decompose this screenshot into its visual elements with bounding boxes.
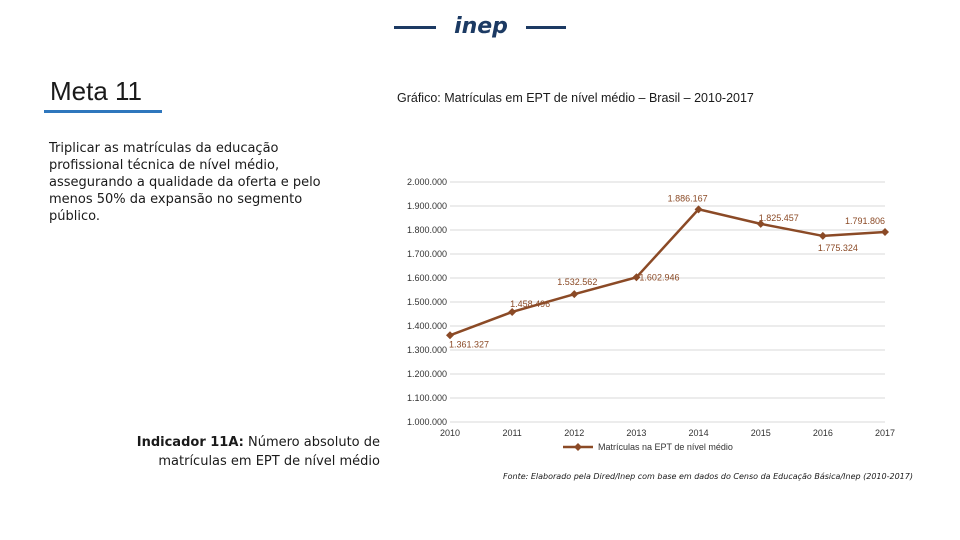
data-point-marker [881,227,889,236]
data-point-marker [632,273,641,282]
data-point-marker [694,205,703,214]
data-label: 1.361.327 [449,339,489,349]
logo-line-right [526,26,566,29]
x-tick-label: 2014 [689,428,709,438]
data-point-marker [446,331,454,340]
data-label: 1.886.167 [668,193,708,203]
y-tick-label: 1.300.000 [407,345,447,355]
legend-label: Matrículas na EPT de nível médio [598,442,733,452]
y-tick-label: 1.600.000 [407,273,447,283]
y-tick-label: 1.500.000 [407,297,447,307]
x-tick-label: 2010 [440,428,460,438]
y-tick-label: 1.400.000 [407,321,447,331]
source-note: Fonte: Elaborado pela Dired/Inep com bas… [503,472,913,481]
x-tick-label: 2016 [813,428,833,438]
y-tick-label: 1.200.000 [407,369,447,379]
y-tick-label: 1.800.000 [407,225,447,235]
indicator-label: Indicador 11A: [136,435,244,450]
data-point-marker [570,290,579,299]
data-point-marker [756,219,765,228]
meta-description: Triplicar as matrículas da educação prof… [49,141,321,224]
logo-line-left [394,26,436,29]
inep-logo: inep [394,14,566,40]
y-tick-label: 1.900.000 [407,201,447,211]
enrollment-line-chart: 1.000.000 1.100.000 1.200.000 1.300.000 1.40… [407,177,895,452]
meta-title-underline [44,110,162,113]
data-label: 1.458.496 [510,299,550,309]
x-tick-label: 2017 [875,428,895,438]
legend-marker [574,443,582,451]
y-tick-label: 1.000.000 [407,417,447,427]
x-tick-label: 2013 [626,428,646,438]
indicator-text: Indicador 11A: Número absoluto de matríc… [120,433,380,471]
y-tick-label: 2.000.000 [407,177,447,187]
data-label: 1.532.562 [557,277,597,287]
data-label: 1.602.946 [639,272,679,282]
logo-text: inep [454,14,508,39]
data-point-marker [818,231,827,240]
x-tick-label: 2012 [564,428,584,438]
data-point-marker [508,307,517,316]
x-tick-label: 2015 [751,428,771,438]
chart-title: Gráfico: Matrículas em EPT de nível médi… [397,91,754,105]
series-line [449,207,886,337]
meta-title: Meta 11 [50,76,143,106]
data-label: 1.775.324 [818,243,858,253]
indicator-description: Número absoluto de matrículas em EPT de … [158,435,380,469]
data-label: 1.825.457 [759,213,799,223]
x-tick-label: 2011 [502,428,521,438]
data-label: 1.791.806 [845,216,885,226]
y-tick-label: 1.100.000 [407,393,447,403]
y-tick-label: 1.700.000 [407,249,447,259]
